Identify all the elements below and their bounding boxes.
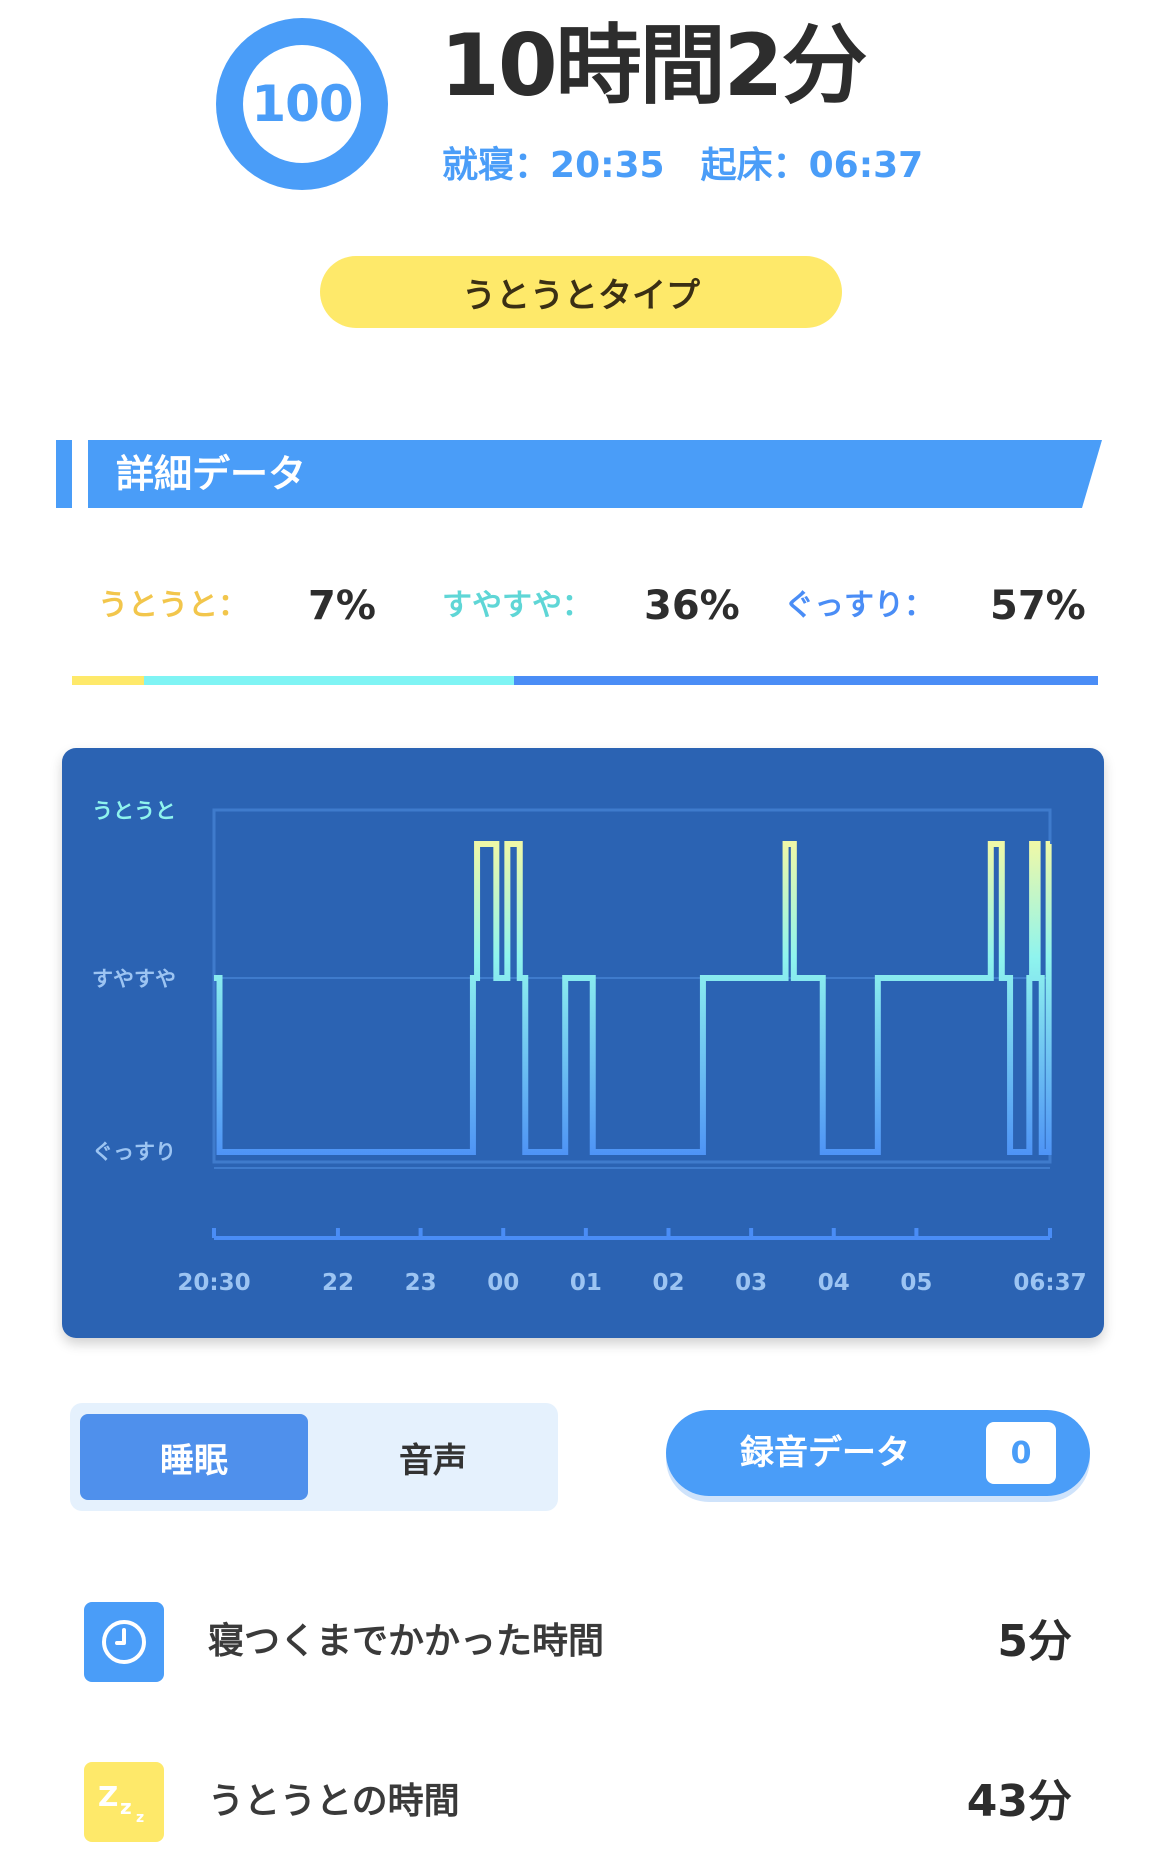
bed-wake-times: 就寝：20:35 起床：06:37 [442,142,1002,190]
x-tick-label: 05 [900,1270,932,1296]
light-label: すやすや： [442,588,592,623]
wake-value: 06:37 [808,145,924,186]
sleep-score: 100 [251,75,353,133]
score-inner: 100 [243,45,361,163]
stat-label-doze-time: うとうとの時間 [208,1781,460,1822]
light-value: 36% [644,583,740,629]
sleep-duration: 10時間2分 [440,16,868,116]
x-tick-label: 23 [405,1270,437,1296]
breakdown-deep-value-wrap: 57% [990,578,1086,634]
tab-sleep[interactable]: 睡眠 [80,1414,308,1500]
bedtime-value: 20:35 [550,145,665,186]
breakdown-light: すやすや： [442,578,592,634]
wake-label: 起床： [700,145,809,186]
breakdown-light-value-wrap: 36% [644,578,740,634]
deep-label: ぐっすり： [784,588,934,623]
sleep-chart-card: うとうと すやすや ぐっすり 20:30 22 23 00 01 02 03 04 05 06:3… [62,748,1104,1338]
section-header-bar [56,440,1102,508]
breakdown-bar-deep [514,676,1098,685]
breakdown-bar-light [144,676,514,685]
svg-text:z: z [120,1795,132,1819]
sleep-stage-chart: うとうと すやすや ぐっすり 20:30 22 23 00 01 02 03 04 05 06:3… [92,799,1087,1296]
sleep-stage-line [214,841,1052,1155]
x-tick-label: 01 [570,1270,602,1296]
doze-label: うとうと： [98,588,248,623]
x-tick-label: 03 [735,1270,767,1296]
score-ring: 100 [216,18,388,190]
clock-icon [84,1602,164,1682]
breakdown-doze: うとうと： [98,578,248,634]
stat-value-doze-time: 43分 [966,1776,1072,1827]
tab-sound[interactable]: 音声 [399,1440,467,1481]
doze-value: 7% [308,583,376,629]
stat-label-sleep-onset: 寝つくまでかかった時間 [208,1621,605,1662]
y-label-doze: うとうと [92,799,176,823]
stat-value-sleep-onset: 5分 [997,1616,1072,1667]
recording-data-label: 録音データ [740,1433,910,1473]
breakdown-doze-value-wrap: 7% [308,578,376,634]
y-label-deep: ぐっすり [92,1140,176,1164]
svg-text:Z: Z [98,1780,118,1813]
section-title: 詳細データ [116,452,307,496]
x-tick-label: 04 [818,1270,850,1296]
x-tick-label: 02 [652,1270,684,1296]
sleep-type-badge: うとうとタイプ [320,256,842,328]
x-tick-label: 22 [322,1270,354,1296]
recording-count-badge: 0 [986,1422,1056,1484]
x-tick-label: 20:30 [177,1270,250,1296]
breakdown-bar-doze [72,676,144,685]
svg-text:z: z [136,1810,144,1826]
x-tick-label: 06:37 [1013,1270,1086,1296]
breakdown-deep: ぐっすり： [784,578,934,634]
y-label-light: すやすや [92,967,176,991]
deep-value: 57% [990,583,1086,629]
bedtime-label: 就寝： [442,145,551,186]
x-tick-label: 00 [487,1270,519,1296]
chart-plot-frame [212,808,1052,1164]
